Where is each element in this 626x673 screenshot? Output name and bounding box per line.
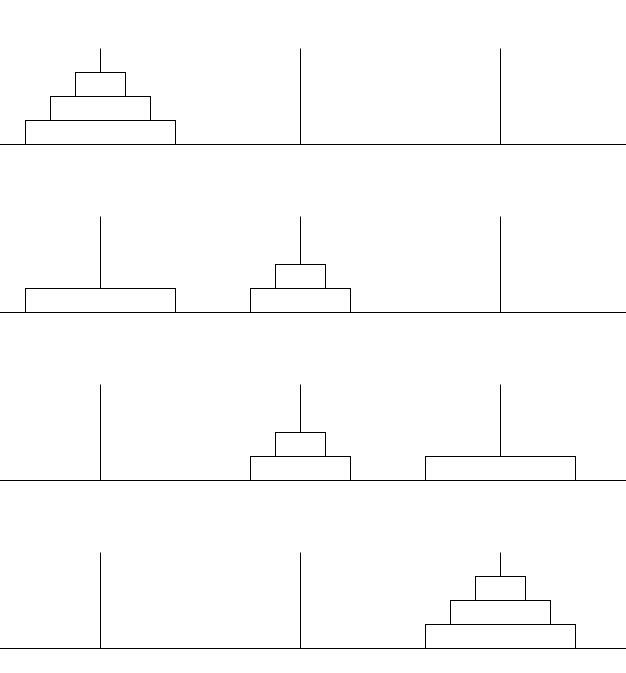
disk-size-2 (450, 600, 551, 625)
hanoi-state-3 (0, 384, 626, 481)
disk-size-2 (250, 288, 351, 313)
disk-size-1 (475, 576, 526, 601)
disk-size-1 (75, 72, 126, 97)
disk-size-1 (275, 264, 326, 289)
disk-size-3 (425, 624, 576, 649)
disk-size-2 (250, 456, 351, 481)
disk-size-1 (275, 432, 326, 457)
disk-size-2 (50, 96, 151, 121)
hanoi-state-4 (0, 552, 626, 649)
disk-size-3 (425, 456, 576, 481)
disk-size-3 (25, 288, 176, 313)
hanoi-state-2 (0, 216, 626, 313)
hanoi-state-1 (0, 48, 626, 145)
disk-size-3 (25, 120, 176, 145)
